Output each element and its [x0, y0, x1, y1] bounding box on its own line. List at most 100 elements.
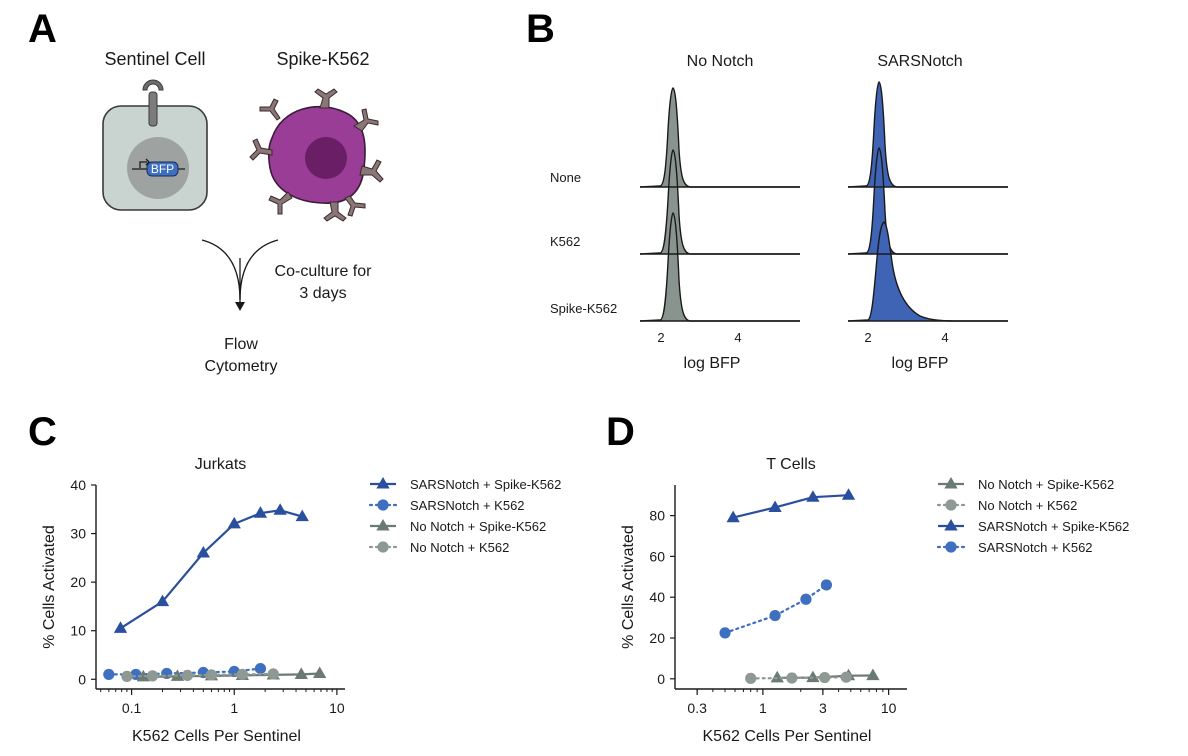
series-line [119, 509, 303, 630]
series-line [723, 583, 828, 634]
hist-sarsnotch-none [847, 81, 1008, 188]
b-tick-2-right: 2 [864, 330, 871, 345]
x-tick-label: 0.1 [122, 700, 142, 716]
data-point [840, 671, 852, 683]
row-label-k562: K562 [550, 234, 580, 249]
panel-d-letter: D [606, 410, 635, 454]
x-tick-label: 3 [819, 700, 827, 716]
data-point [719, 627, 731, 639]
hist-no-notch-spike-k562 [639, 212, 800, 322]
chart-d-t-cells: T Cells 0 20 40 60 80 0.3 1 3 10 K562 Cells Per Se… [620, 456, 1129, 745]
legend-swatch-marker [376, 477, 390, 489]
y-axis-label: % Cells Activated [41, 525, 58, 649]
x-axis-label: K562 Cells Per Sentinel [132, 728, 301, 745]
data-point [770, 670, 784, 683]
data-point [313, 666, 327, 679]
sentinel-cell-label: Sentinel Cell [104, 49, 205, 69]
panel-b-letter: B [526, 7, 555, 51]
coculture-label-line2: 3 days [299, 285, 346, 302]
y-tick-label: 0 [78, 671, 86, 687]
x-tick-label: 10 [329, 700, 345, 716]
data-point [841, 488, 856, 500]
legend-label: No Notch + Spike-K562 [978, 477, 1114, 492]
chart-c-jurkats: Jurkats 0 10 20 30 40 0.1 1 10 K562 Cells Per Sen… [41, 456, 561, 745]
legend-item-sarsnotch-k562: SARSNotch + K562 [368, 498, 525, 513]
legend-label: SARSNotch + Spike-K562 [978, 519, 1129, 534]
b-tick-4-left: 4 [734, 330, 741, 345]
x-tick-label: 0.3 [687, 700, 707, 716]
chart-legend: SARSNotch + Spike-K562 SARSNotch + K562 No… [368, 477, 561, 555]
legend-label: SARSNotch + K562 [410, 498, 525, 513]
b-xlabel-left: log BFP [684, 355, 741, 372]
data-point [294, 667, 308, 679]
panel-b: B No Notch SARSNotch None K562 Spike-K56… [526, 7, 1008, 372]
data-point [768, 500, 782, 512]
chart-legend: No Notch + Spike-K562 No Notch + K562 SARS… [936, 477, 1129, 555]
data-point [273, 503, 287, 515]
histogram-no-notch: 2 4 log BFP [639, 87, 800, 372]
panel-a: A Sentinel Cell Spike-K562 BFP [28, 7, 384, 375]
b-xlabel-right: log BFP [892, 355, 949, 372]
flow-label-line2: Cytometry [205, 358, 278, 375]
col-title-sarsnotch: SARSNotch [877, 53, 962, 70]
y-axis-label: % Cells Activated [620, 525, 637, 649]
chart-title: T Cells [766, 456, 816, 473]
data-point [113, 621, 128, 633]
y-tick-label: 30 [70, 526, 86, 542]
data-point [196, 546, 210, 558]
data-point [820, 579, 833, 591]
legend-item-no-notch-k562: No Notch + K562 [936, 498, 1077, 513]
x-tick-label: 1 [759, 700, 767, 716]
data-point [866, 668, 880, 681]
panel-c-letter: C [28, 410, 57, 454]
data-point [769, 609, 781, 622]
series-sarsnotch-spike-k562 [726, 488, 856, 523]
y-tick-label: 40 [649, 589, 665, 605]
bfp-reporter-label: BFP [151, 162, 174, 176]
legend-swatch-marker [944, 477, 958, 489]
y-tick-label: 60 [649, 548, 665, 564]
legend-item-sarsnotch-k562: SARSNotch + K562 [936, 540, 1093, 555]
spike-k562-label: Spike-K562 [276, 49, 369, 69]
legend-swatch-marker [944, 519, 958, 531]
data-point [254, 663, 267, 675]
data-point [726, 510, 740, 523]
data-point [295, 509, 309, 522]
x-axis-label: K562 Cells Per Sentinel [703, 728, 872, 745]
legend-swatch-marker [376, 519, 390, 531]
col-title-no-notch: No Notch [687, 53, 754, 70]
hist-no-notch-k562 [639, 149, 800, 255]
spike-k562-illustration [249, 88, 384, 222]
data-point [745, 672, 757, 684]
data-point [146, 670, 159, 682]
x-tick-label: 1 [230, 700, 238, 716]
b-tick-4-right: 4 [941, 330, 948, 345]
series-sarsnotch-k562 [719, 579, 833, 639]
b-tick-2-left: 2 [657, 330, 664, 345]
series-line [732, 494, 849, 519]
y-tick-label: 20 [70, 574, 86, 590]
data-point [103, 668, 115, 681]
data-point [806, 490, 820, 502]
panel-a-letter: A [28, 7, 57, 51]
data-point [136, 669, 150, 682]
legend-item-no-notch-spike-k562: No Notch + Spike-K562 [370, 519, 546, 534]
data-point [267, 668, 279, 680]
data-point [155, 594, 170, 607]
legend-label: SARSNotch + K562 [978, 540, 1093, 555]
series-no-notch-k562 [121, 668, 279, 682]
legend-item-no-notch-k562: No Notch + K562 [368, 540, 509, 555]
legend-item-sarsnotch-spike-k562: SARSNotch + Spike-K562 [370, 477, 561, 492]
legend-label: SARSNotch + Spike-K562 [410, 477, 561, 492]
data-point [227, 516, 241, 529]
hist-no-notch-none [639, 87, 800, 188]
data-point [121, 670, 133, 682]
series-sarsnotch-spike-k562 [113, 503, 309, 633]
data-point [253, 506, 268, 518]
data-point [786, 672, 798, 684]
data-point [800, 593, 812, 605]
panel-c: C Jurkats 0 10 20 30 40 0.1 1 10 K562 Cells Per S… [28, 410, 561, 745]
chart-title: Jurkats [195, 456, 247, 473]
legend-item-no-notch-spike-k562: No Notch + Spike-K562 [938, 477, 1114, 492]
legend-swatch-marker [945, 499, 957, 511]
